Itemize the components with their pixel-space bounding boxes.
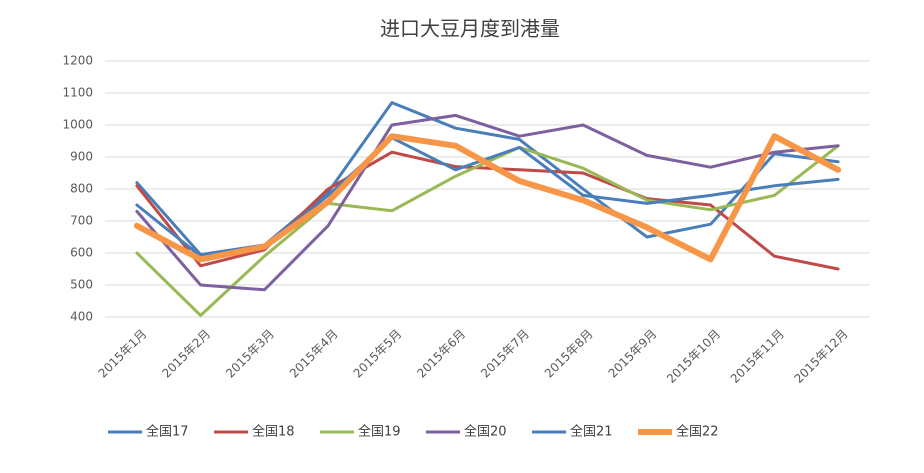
x-tick-label: 2015年3月	[223, 327, 277, 381]
x-tick-label: 2015年1月	[96, 327, 150, 381]
x-tick-label: 2015年6月	[414, 327, 468, 381]
y-tick-label: 1200	[62, 54, 93, 68]
legend-label: 全国22	[676, 424, 719, 440]
chart-title: 进口大豆月度到港量	[380, 17, 560, 41]
series-line	[135, 113, 840, 292]
y-tick-label: 400	[70, 310, 93, 324]
y-tick-label: 1000	[62, 118, 93, 132]
legend-label: 全国20	[464, 424, 507, 440]
y-tick-label: 500	[70, 278, 93, 292]
series-line	[135, 150, 840, 271]
x-tick-label: 2015年5月	[351, 327, 405, 381]
y-tick-label: 1100	[62, 86, 93, 100]
x-tick-label: 2015年7月	[478, 327, 532, 381]
series-line	[133, 133, 842, 263]
x-tick-label: 2015年4月	[287, 327, 341, 381]
x-tick-label: 2015年12月	[791, 327, 850, 386]
y-tick-label: 900	[70, 150, 93, 164]
x-tick-label: 2015年8月	[542, 327, 596, 381]
y-tick-label: 800	[70, 182, 93, 196]
series-line	[135, 136, 840, 258]
series-line	[135, 144, 840, 317]
x-tick-label: 2015年11月	[728, 327, 787, 386]
x-tick-label: 2015年2月	[159, 327, 213, 381]
legend-label: 全国19	[358, 424, 401, 440]
legend-label: 全国17	[146, 424, 189, 440]
y-tick-label: 700	[70, 214, 93, 228]
legend-label: 全国21	[570, 424, 613, 440]
x-tick-label: 2015年9月	[606, 327, 660, 381]
x-tick-label: 2015年10月	[664, 327, 723, 386]
y-tick-label: 600	[70, 246, 93, 260]
legend-label: 全国18	[252, 424, 295, 440]
